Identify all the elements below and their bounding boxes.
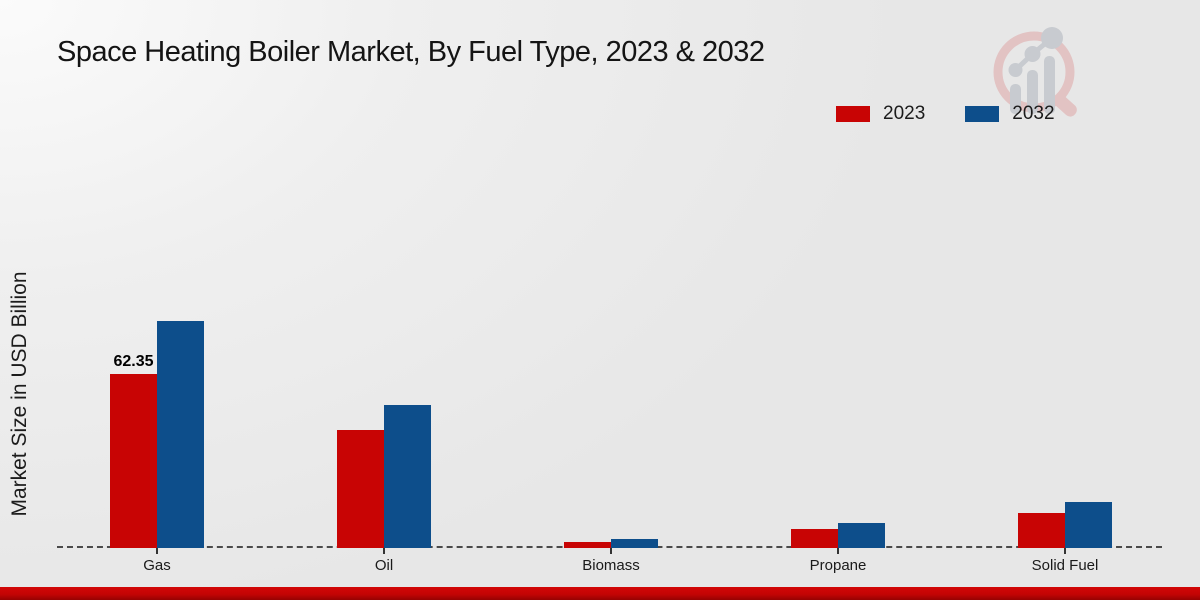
x-axis-label-gas: Gas	[143, 557, 171, 574]
legend-item-2032[interactable]: 2032	[965, 103, 1055, 125]
x-axis-tick	[610, 548, 612, 554]
legend-swatch-2032	[965, 106, 1000, 122]
legend-item-2023[interactable]: 2023	[836, 103, 925, 125]
bar-2032-oil[interactable]	[384, 405, 431, 548]
x-axis-label-biomass: Biomass	[582, 557, 640, 574]
bar-2023-oil[interactable]	[337, 430, 384, 548]
x-axis-label-propane: Propane	[809, 557, 867, 574]
legend: 2023 2032	[836, 103, 1055, 125]
bar-2032-gas[interactable]	[157, 321, 204, 548]
x-axis-tick	[383, 548, 385, 554]
bar-2032-solid-fuel[interactable]	[1065, 502, 1112, 548]
footer-accent-bar	[0, 587, 1200, 600]
bar-2032-biomass[interactable]	[611, 539, 658, 548]
chart-title: Space Heating Boiler Market, By Fuel Typ…	[57, 36, 765, 68]
bar-2023-biomass[interactable]	[564, 542, 611, 548]
x-axis-tick	[1064, 548, 1066, 554]
x-axis-label-oil: Oil	[374, 557, 394, 574]
x-axis-tick	[837, 548, 839, 554]
bar-2032-propane[interactable]	[838, 523, 885, 548]
bar-2023-propane[interactable]	[791, 529, 838, 548]
bar-2023-solid-fuel[interactable]	[1018, 513, 1065, 548]
legend-label-2023: 2023	[883, 103, 926, 124]
x-axis-label-solid-fuel: Solid Fuel	[1031, 557, 1099, 574]
x-axis-tick	[156, 548, 158, 554]
legend-label-2032: 2032	[1012, 103, 1055, 124]
market-research-logo-icon	[993, 27, 1077, 117]
bar-2023-gas[interactable]	[110, 374, 157, 548]
legend-swatch-2023	[836, 106, 870, 122]
bar-value-label-gas-2023: 62.35	[113, 353, 154, 370]
